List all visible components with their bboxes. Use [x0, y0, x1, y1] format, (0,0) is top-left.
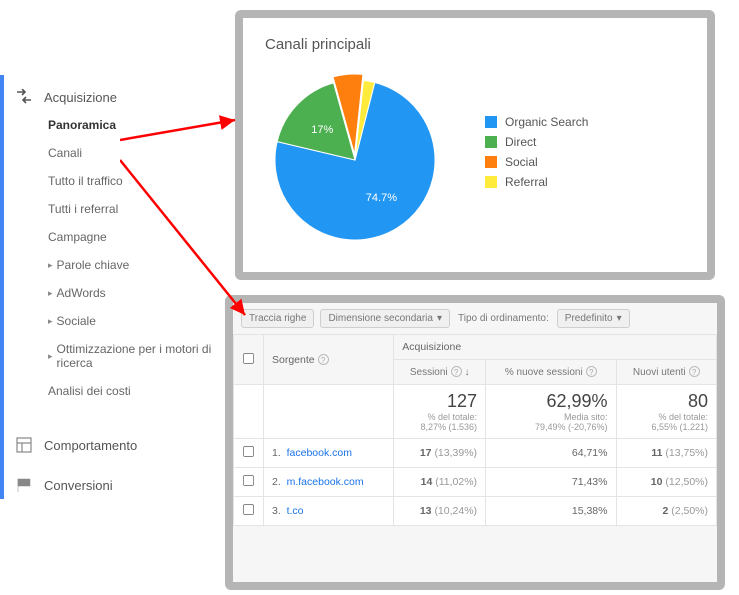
- col-sessions[interactable]: Sessioni? ↓: [394, 360, 486, 385]
- nav-item-label: Canali: [48, 146, 82, 160]
- table-row: 2. m.facebook.com14 (11,02%)71,43%10 (12…: [234, 468, 717, 497]
- cell-pct-new: 15,38%: [486, 497, 616, 526]
- legend-label: Direct: [505, 135, 536, 149]
- sidebar-item[interactable]: Analisi dei costi: [44, 377, 225, 405]
- sidebar-item[interactable]: Panoramica: [44, 111, 225, 139]
- trace-rows-button[interactable]: Traccia righe: [241, 309, 314, 328]
- nav-label: Conversioni: [44, 478, 113, 493]
- caret-icon: ▸: [48, 316, 53, 327]
- pie-slice-label: 74.7%: [366, 192, 397, 204]
- legend-swatch: [485, 116, 497, 128]
- sidebar-item[interactable]: ▸ AdWords: [44, 279, 225, 307]
- help-icon[interactable]: ?: [318, 354, 329, 365]
- cell-source: 1. facebook.com: [264, 439, 394, 468]
- nav-item-label: Ottimizzazione per i motori di ricerca: [57, 342, 221, 370]
- cell-sessions: 13 (10,24%): [394, 497, 486, 526]
- nav-header-behavior[interactable]: Comportamento: [4, 431, 225, 459]
- table-row: 3. t.co13 (10,24%)15,38%2 (2,50%): [234, 497, 717, 526]
- legend-item: Social: [485, 155, 588, 169]
- nav-items-acquisition: Panoramica Canali Tutto il traffico Tutti i…: [4, 111, 225, 405]
- row-checkbox[interactable]: [243, 475, 254, 486]
- pie-slice-label: 17%: [311, 124, 333, 136]
- cell-new-users: 11 (13,75%): [616, 439, 717, 468]
- source-link[interactable]: m.facebook.com: [287, 476, 364, 488]
- nav-section-acquisition: Acquisizione Panoramica Canali Tutto il tr…: [4, 75, 225, 413]
- help-icon[interactable]: ?: [689, 366, 700, 377]
- legend-label: Social: [505, 155, 538, 169]
- nav-item-label: Campagne: [48, 230, 107, 244]
- nav-item-label: Tutto il traffico: [48, 174, 123, 188]
- chevron-down-icon: ▾: [437, 313, 442, 324]
- sidebar-item[interactable]: ▸ Parole chiave: [44, 251, 225, 279]
- cell-sessions: 17 (13,39%): [394, 439, 486, 468]
- summary-row: 127% del totale:8,27% (1.536) 62,99%Medi…: [234, 385, 717, 439]
- cell-source: 2. m.facebook.com: [264, 468, 394, 497]
- help-icon[interactable]: ?: [451, 366, 462, 377]
- nav-item-label: Analisi dei costi: [48, 384, 131, 398]
- legend-label: Organic Search: [505, 115, 588, 129]
- caret-icon: ▸: [48, 351, 53, 362]
- sidebar-item[interactable]: ▸ Ottimizzazione per i motori di ricerca: [44, 335, 225, 377]
- nav-label: Acquisizione: [44, 90, 117, 105]
- sidebar-item[interactable]: Campagne: [44, 223, 225, 251]
- table-toolbar: Traccia righe Dimensione secondaria▾ Tip…: [233, 303, 717, 334]
- help-icon[interactable]: ?: [586, 366, 597, 377]
- select-all-checkbox[interactable]: [243, 352, 254, 363]
- chart-legend: Organic Search Direct Social Referral: [485, 115, 588, 195]
- cell-source: 3. t.co: [264, 497, 394, 526]
- legend-item: Organic Search: [485, 115, 588, 129]
- sources-table: Sorgente? Acquisizione Sessioni? ↓ % nuo…: [233, 334, 717, 526]
- acquisition-icon: [16, 89, 32, 105]
- panel-sources-table: Traccia righe Dimensione secondaria▾ Tip…: [225, 295, 725, 590]
- panel-pie-chart: Canali principali 74.7% 17% Organic Searc…: [235, 10, 715, 280]
- cell-new-users: 2 (2,50%): [616, 497, 717, 526]
- chevron-down-icon: ▾: [617, 313, 622, 324]
- sort-type-label: Tipo di ordinamento:: [456, 313, 551, 324]
- legend-swatch: [485, 176, 497, 188]
- sidebar-nav: Acquisizione Panoramica Canali Tutto il tr…: [0, 75, 225, 499]
- row-checkbox[interactable]: [243, 504, 254, 515]
- row-checkbox[interactable]: [243, 446, 254, 457]
- secondary-dimension-dropdown[interactable]: Dimensione secondaria▾: [320, 309, 450, 328]
- col-new-users[interactable]: Nuovi utenti?: [616, 360, 717, 385]
- nav-item-label: Tutti i referral: [48, 202, 118, 216]
- col-group-acquisition: Acquisizione: [394, 335, 717, 360]
- caret-icon: ▸: [48, 260, 53, 271]
- nav-header-acquisition[interactable]: Acquisizione: [4, 83, 225, 111]
- cell-pct-new: 64,71%: [486, 439, 616, 468]
- legend-item: Referral: [485, 175, 588, 189]
- cell-new-users: 10 (12,50%): [616, 468, 717, 497]
- nav-item-label: Sociale: [57, 314, 96, 328]
- behavior-icon: [16, 437, 32, 453]
- nav-item-label: AdWords: [57, 286, 106, 300]
- table-row: 1. facebook.com17 (13,39%)64,71%11 (13,7…: [234, 439, 717, 468]
- legend-label: Referral: [505, 175, 548, 189]
- conversions-icon: [16, 477, 32, 493]
- sidebar-item[interactable]: Tutti i referral: [44, 195, 225, 223]
- col-pct-new-sessions[interactable]: % nuove sessioni?: [486, 360, 616, 385]
- chart-title: Canali principali: [265, 36, 685, 53]
- legend-swatch: [485, 136, 497, 148]
- nav-header-conversions[interactable]: Conversioni: [4, 471, 225, 499]
- col-source[interactable]: Sorgente?: [264, 335, 394, 385]
- cell-sessions: 14 (11,02%): [394, 468, 486, 497]
- source-link[interactable]: facebook.com: [287, 447, 352, 459]
- pie-chart: 74.7% 17%: [265, 65, 445, 245]
- nav-item-label: Panoramica: [48, 118, 116, 132]
- nav-item-label: Parole chiave: [57, 258, 130, 272]
- legend-swatch: [485, 156, 497, 168]
- caret-icon: ▸: [48, 288, 53, 299]
- source-link[interactable]: t.co: [287, 505, 304, 517]
- sidebar-item[interactable]: Canali: [44, 139, 225, 167]
- cell-pct-new: 71,43%: [486, 468, 616, 497]
- sort-type-dropdown[interactable]: Predefinito▾: [557, 309, 630, 328]
- sidebar-item[interactable]: ▸ Sociale: [44, 307, 225, 335]
- legend-item: Direct: [485, 135, 588, 149]
- sort-down-icon: ↓: [464, 367, 469, 378]
- nav-label: Comportamento: [44, 438, 137, 453]
- sidebar-item[interactable]: Tutto il traffico: [44, 167, 225, 195]
